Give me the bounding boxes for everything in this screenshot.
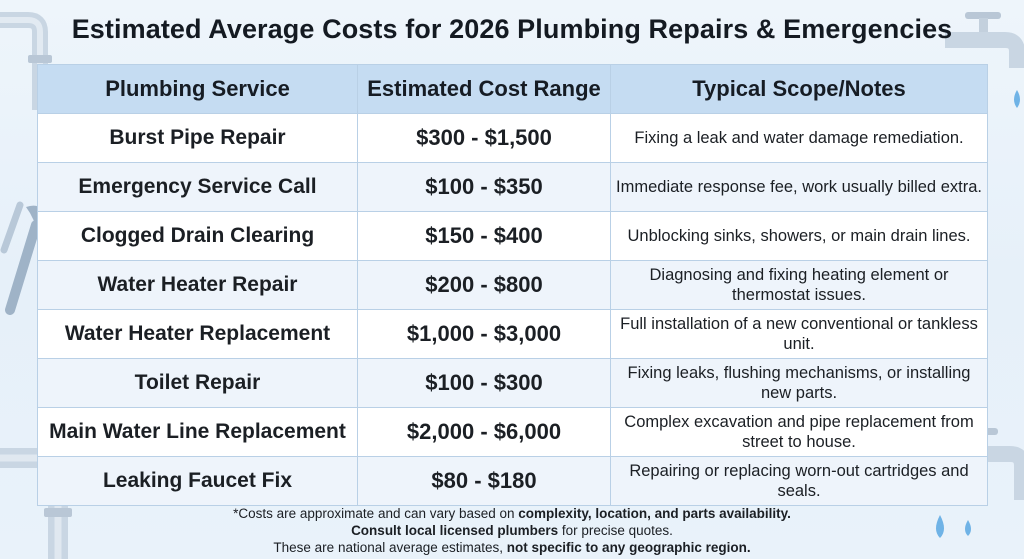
footnote-emphasis: Consult local licensed plumbers <box>351 523 559 538</box>
cost-table: Plumbing Service Estimated Cost Range Ty… <box>37 64 988 506</box>
service-cell: Water Heater Replacement <box>37 309 358 359</box>
footnote-text: *Costs are approximate and can vary base… <box>233 506 519 521</box>
cost-cell: $300 - $1,500 <box>357 113 611 163</box>
service-cell: Emergency Service Call <box>37 162 358 212</box>
cost-cell: $2,000 - $6,000 <box>357 407 611 457</box>
table-row: Burst Pipe Repair $300 - $1,500 Fixing a… <box>37 113 988 163</box>
footnote-line-3: These are national average estimates, no… <box>0 539 1024 556</box>
footnote-emphasis: not specific to any geographic region. <box>506 540 751 555</box>
notes-cell: Diagnosing and fixing heating element or… <box>610 260 988 310</box>
footnote: *Costs are approximate and can vary base… <box>0 505 1024 556</box>
notes-cell: Immediate response fee, work usually bil… <box>610 162 988 212</box>
cost-cell: $100 - $300 <box>357 358 611 408</box>
column-header-cost: Estimated Cost Range <box>357 64 611 114</box>
service-cell: Main Water Line Replacement <box>37 407 358 457</box>
service-cell: Toilet Repair <box>37 358 358 408</box>
notes-cell: Fixing a leak and water damage remediati… <box>610 113 988 163</box>
table-row: Water Heater Replacement $1,000 - $3,000… <box>37 309 988 359</box>
notes-cell: Repairing or replacing worn-out cartridg… <box>610 456 988 506</box>
table-row: Emergency Service Call $100 - $350 Immed… <box>37 162 988 212</box>
footnote-text: These are national average estimates, <box>273 540 507 555</box>
table-row: Leaking Faucet Fix $80 - $180 Repairing … <box>37 456 988 506</box>
table-row: Water Heater Repair $200 - $800 Diagnosi… <box>37 260 988 310</box>
footnote-line-2: Consult local licensed plumbers for prec… <box>0 522 1024 539</box>
footnote-line-1: *Costs are approximate and can vary base… <box>0 505 1024 522</box>
cost-cell: $100 - $350 <box>357 162 611 212</box>
footnote-emphasis: complexity, location, and parts availabi… <box>518 506 791 521</box>
cost-cell: $150 - $400 <box>357 211 611 261</box>
notes-cell: Complex excavation and pipe replacement … <box>610 407 988 457</box>
table-header-row: Plumbing Service Estimated Cost Range Ty… <box>37 64 988 114</box>
cost-cell: $80 - $180 <box>357 456 611 506</box>
table-row: Clogged Drain Clearing $150 - $400 Unblo… <box>37 211 988 261</box>
column-header-notes: Typical Scope/Notes <box>610 64 988 114</box>
service-cell: Clogged Drain Clearing <box>37 211 358 261</box>
cost-cell: $200 - $800 <box>357 260 611 310</box>
service-cell: Burst Pipe Repair <box>37 113 358 163</box>
table-row: Main Water Line Replacement $2,000 - $6,… <box>37 407 988 457</box>
notes-cell: Fixing leaks, flushing mechanisms, or in… <box>610 358 988 408</box>
notes-cell: Full installation of a new conventional … <box>610 309 988 359</box>
notes-cell: Unblocking sinks, showers, or main drain… <box>610 211 988 261</box>
page-title: Estimated Average Costs for 2026 Plumbin… <box>71 14 953 44</box>
footnote-text: for precise quotes. <box>558 523 673 538</box>
cost-cell: $1,000 - $3,000 <box>357 309 611 359</box>
service-cell: Water Heater Repair <box>37 260 358 310</box>
column-header-service: Plumbing Service <box>37 64 358 114</box>
service-cell: Leaking Faucet Fix <box>37 456 358 506</box>
table-row: Toilet Repair $100 - $300 Fixing leaks, … <box>37 358 988 408</box>
